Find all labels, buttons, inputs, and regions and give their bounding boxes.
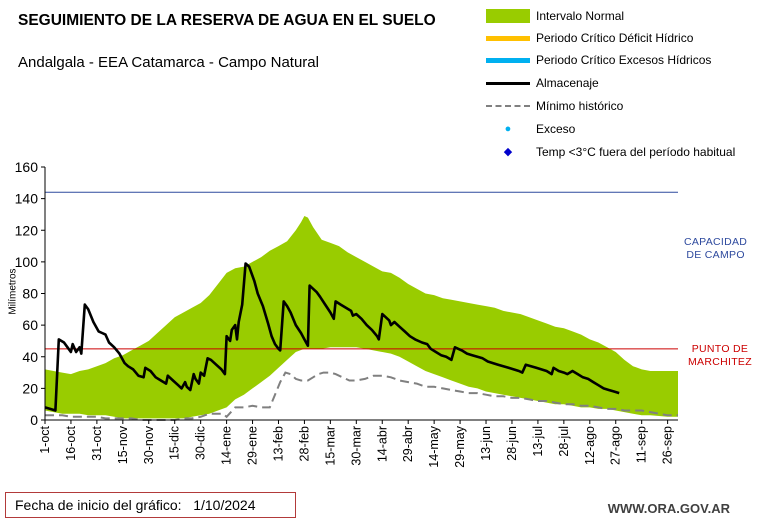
legend-item-exceso: ● Exceso xyxy=(486,119,576,139)
x-tick-label: 29-may xyxy=(453,425,467,467)
legend-swatch-excesos xyxy=(486,57,530,63)
x-tick-label: 1-oct xyxy=(38,425,52,453)
legend-item-almacenaje: Almacenaje xyxy=(486,73,599,93)
x-tick-label: 15-mar xyxy=(323,426,337,466)
y-tick-label: 80 xyxy=(22,286,38,302)
legend-item-minimo: Mínimo histórico xyxy=(486,96,623,116)
legend-swatch-exceso-dot: ● xyxy=(504,123,512,135)
x-tick-label: 13-jun xyxy=(479,426,493,461)
x-tick-label: 15-dic xyxy=(168,426,182,460)
y-axis-title: Milímetros xyxy=(7,268,19,315)
x-tick-label: 30-dic xyxy=(194,426,208,460)
y-tick-label: 120 xyxy=(15,222,39,238)
x-tick-label: 28-jun xyxy=(505,426,519,461)
legend-label: Almacenaje xyxy=(536,76,599,90)
chart-subtitle: Andalgala - EEA Catamarca - Campo Natura… xyxy=(18,54,319,71)
x-tick-label: 13-feb xyxy=(272,426,286,461)
capacidad-label-line2: DE CAMPO xyxy=(686,249,745,261)
x-tick-label: 27-ago xyxy=(609,426,623,465)
x-tick-label: 28-feb xyxy=(297,426,311,461)
legend-label: Mínimo histórico xyxy=(536,99,624,113)
legend-label: Intervalo Normal xyxy=(536,9,625,23)
website-label: WWW.ORA.GOV.AR xyxy=(607,501,730,516)
y-tick-label: 100 xyxy=(15,254,39,270)
capacidad-label-line1: CAPACIDAD xyxy=(684,236,748,248)
x-tick-label: 12-ago xyxy=(583,426,597,465)
legend-swatch-temp-diamond: ◆ xyxy=(503,146,513,158)
legend-swatch-band xyxy=(486,9,530,23)
x-tick-label: 30-nov xyxy=(142,425,156,464)
x-tick-label: 29-ene xyxy=(246,426,260,465)
capacidad-label: CAPACIDAD DE CAMPO xyxy=(684,236,747,262)
legend-label: Exceso xyxy=(536,122,576,136)
x-tick-label: 14-may xyxy=(427,425,441,467)
y-tick-label: 0 xyxy=(30,412,38,428)
legend-item-temp: ◆ Temp <3°C fuera del período habitual xyxy=(486,142,736,162)
legend-item-intervalo-normal: Intervalo Normal xyxy=(486,6,624,26)
x-tick-label: 11-sep xyxy=(635,426,649,463)
x-tick-label: 31-oct xyxy=(90,425,104,460)
x-tick-label: 16-oct xyxy=(64,425,78,460)
y-tick-label: 20 xyxy=(22,380,38,396)
x-tick-label: 14-abr xyxy=(375,426,389,462)
legend-swatch-almacenaje xyxy=(486,81,530,85)
chart-title: SEGUIMIENTO DE LA RESERVA DE AGUA EN EL … xyxy=(18,12,436,29)
y-tick-label: 140 xyxy=(15,191,39,207)
series-almacenaje xyxy=(44,262,620,412)
legend-item-deficit: Periodo Crítico Déficit Hídrico xyxy=(486,28,693,48)
x-tick-label: 14-ene xyxy=(220,426,234,465)
legend-label: Periodo Crítico Excesos Hídricos xyxy=(536,53,712,67)
x-tick-label: 13-jul xyxy=(531,426,545,457)
y-tick-label: 60 xyxy=(22,317,38,333)
marchitez-label-line1: PUNTO DE xyxy=(691,343,749,355)
legend-swatch-deficit xyxy=(486,35,530,41)
x-tick-label: 28-jul xyxy=(557,426,571,457)
y-tick-label: 40 xyxy=(22,349,38,365)
legend-label: Periodo Crítico Déficit Hídrico xyxy=(536,31,694,45)
x-tick-label: 26-sep xyxy=(661,426,675,464)
legend-label: Temp <3°C fuera del período habitual xyxy=(536,145,736,159)
legend-item-excesos: Periodo Crítico Excesos Hídricos xyxy=(486,50,711,70)
marchitez-label-line2: MARCHITEZ xyxy=(688,356,752,368)
legend-swatch-minimo xyxy=(486,105,530,107)
start-date-box: Fecha de inicio del gráfico: 1/10/2024 xyxy=(5,492,296,518)
y-tick-label: 160 xyxy=(15,159,39,175)
x-tick-label: 15-nov xyxy=(116,425,130,464)
marchitez-label: PUNTO DE MARCHITEZ xyxy=(688,343,752,369)
x-tick-label: 30-mar xyxy=(349,426,363,466)
x-tick-label: 29-abr xyxy=(401,426,415,462)
